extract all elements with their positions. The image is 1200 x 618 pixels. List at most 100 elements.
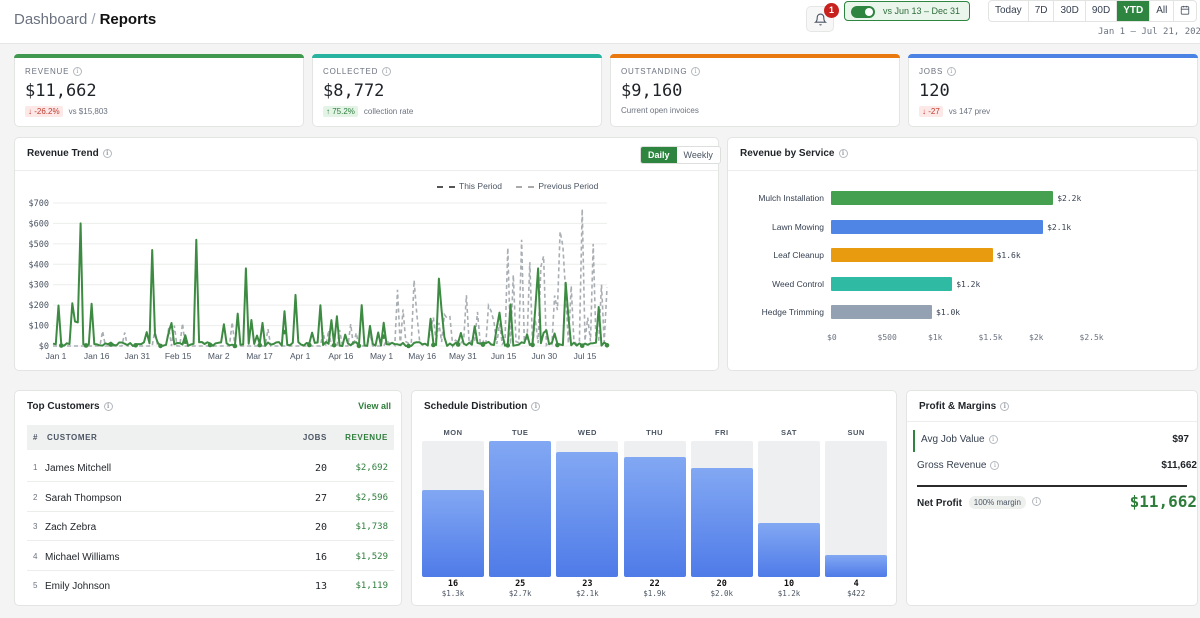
table-row[interactable]: 1 James Mitchell 20 $2,692 — [27, 453, 394, 482]
day-column[interactable] — [758, 441, 820, 577]
kpi-card-outstanding[interactable]: OUTSTANDING i $9,160 Current open invoice… — [610, 54, 900, 127]
data-point[interactable] — [331, 342, 337, 348]
data-point[interactable] — [406, 343, 411, 349]
day-column[interactable] — [489, 441, 552, 577]
data-point[interactable] — [307, 342, 312, 348]
info-icon[interactable]: i — [73, 67, 83, 77]
page-title: Reports — [99, 11, 157, 28]
panel-title: Profit & Margins i — [919, 401, 1010, 412]
calendar-button[interactable] — [1174, 1, 1196, 21]
kpi-subtext: ↓ -26.2% vs $15,803 — [25, 106, 108, 117]
kpi-card-collected[interactable]: COLLECTED i $8,772 ↑ 75.2% collection rate — [312, 54, 602, 127]
data-point[interactable] — [431, 342, 436, 348]
x-tick-label: Apr 16 — [328, 351, 353, 361]
calendar-icon — [1181, 6, 1190, 15]
data-point[interactable] — [158, 343, 163, 349]
data-point[interactable] — [555, 342, 560, 348]
toggle-daily[interactable]: Daily — [641, 147, 677, 163]
notifications-button[interactable]: 1 — [806, 3, 839, 32]
info-icon[interactable]: i — [382, 67, 392, 77]
data-point[interactable] — [505, 343, 511, 348]
compare-switch[interactable] — [851, 6, 875, 18]
day-revenue: $1.9k — [643, 589, 666, 598]
data-point[interactable] — [257, 342, 263, 348]
day-fill-bar — [623, 457, 686, 577]
data-point[interactable] — [282, 329, 287, 335]
data-point[interactable] — [108, 342, 114, 347]
x-tick-label: Jun 15 — [491, 351, 517, 361]
data-point[interactable] — [455, 342, 461, 347]
x-tick-label: Feb 15 — [165, 351, 192, 361]
margin-badge: 100% margin — [968, 496, 1026, 509]
y-tick-label: $0 — [39, 342, 49, 352]
day-fill-bar — [422, 489, 484, 577]
table-row[interactable]: 3 Zach Zebra 20 $1,738 — [27, 512, 394, 541]
service-bar[interactable] — [831, 305, 932, 319]
data-point[interactable] — [480, 342, 486, 347]
view-all-link[interactable]: View all — [358, 401, 391, 411]
range-30d[interactable]: 30D — [1054, 1, 1086, 21]
info-icon[interactable]: i — [1031, 496, 1041, 506]
data-point[interactable] — [133, 342, 138, 348]
info-icon[interactable]: i — [531, 401, 541, 411]
info-icon[interactable]: i — [838, 148, 848, 158]
service-bar[interactable] — [831, 248, 993, 262]
service-value-label: $1.6k — [996, 251, 1021, 260]
service-value-label: $2.2k — [1057, 194, 1082, 203]
day-name: MON — [443, 428, 463, 437]
table-row[interactable]: 5 Emily Johnson 13 $1,119 — [33, 581, 388, 592]
compare-period-toggle[interactable]: vs Jun 13 – Dec 31 — [844, 1, 970, 21]
revenue-by-service-panel: Revenue by Service i Mulch Installation $2… — [727, 137, 1198, 371]
data-point[interactable] — [58, 343, 64, 348]
data-point[interactable] — [182, 339, 188, 345]
range-90d[interactable]: 90D — [1086, 1, 1118, 21]
data-point[interactable] — [604, 342, 610, 348]
info-icon[interactable]: i — [691, 67, 701, 77]
info-icon[interactable]: i — [947, 67, 957, 77]
day-column[interactable] — [422, 441, 484, 577]
y-tick-label: $300 — [29, 281, 49, 291]
day-name: SUN — [847, 428, 865, 437]
range-7d[interactable]: 7D — [1029, 1, 1055, 21]
info-icon[interactable]: i — [102, 148, 112, 158]
info-icon[interactable]: i — [1000, 401, 1010, 411]
kpi-card-revenue[interactable]: REVENUE i $11,662 ↓ -26.2% vs $15,803 — [14, 54, 304, 127]
data-point[interactable] — [579, 343, 585, 348]
data-point[interactable] — [83, 343, 89, 348]
avg-job-value: $97 — [1172, 434, 1189, 445]
info-icon[interactable]: i — [103, 401, 113, 411]
info-icon[interactable]: i — [990, 460, 1000, 470]
legend-swatch-previous — [516, 185, 535, 188]
range-all[interactable]: All — [1150, 1, 1175, 21]
data-point[interactable] — [232, 343, 238, 349]
x-tick-label: Apr 1 — [290, 351, 311, 361]
service-bar[interactable] — [831, 219, 1044, 234]
info-icon[interactable]: i — [988, 434, 998, 444]
service-bar[interactable] — [831, 191, 1054, 205]
day-column[interactable] — [556, 441, 619, 577]
day-column[interactable] — [690, 441, 753, 577]
kpi-value: 120 — [919, 81, 950, 101]
range-today[interactable]: Today — [989, 1, 1029, 21]
service-bar[interactable] — [831, 276, 953, 291]
day-revenue: $1.2k — [777, 589, 801, 598]
day-fill-bar — [556, 451, 619, 577]
day-column[interactable] — [825, 441, 888, 577]
table-row[interactable]: 2 Sarah Thompson 27 $2,596 — [27, 483, 394, 512]
data-point[interactable] — [530, 342, 535, 348]
x-tick-label: $1k — [928, 333, 943, 342]
toggle-weekly[interactable]: Weekly — [676, 147, 720, 163]
data-point[interactable] — [381, 334, 387, 339]
data-point[interactable] — [356, 343, 362, 349]
day-name: THU — [646, 428, 664, 437]
kpi-card-jobs[interactable]: JOBS i 120 ↓ -27 vs 147 prev — [908, 54, 1198, 127]
data-point[interactable] — [207, 342, 213, 348]
compare-period-label: vs Jun 13 – Dec 31 — [883, 6, 961, 16]
day-fill-bar — [690, 468, 753, 577]
breadcrumb-dashboard-link[interactable]: Dashboard — [14, 11, 88, 28]
table-row[interactable]: 4 Michael Williams 16 $1,529 — [27, 542, 394, 571]
kpi-label: REVENUE i — [25, 67, 83, 77]
range-ytd[interactable]: YTD — [1117, 1, 1151, 21]
col-revenue: REVENUE — [345, 433, 388, 442]
day-column[interactable] — [623, 441, 686, 577]
